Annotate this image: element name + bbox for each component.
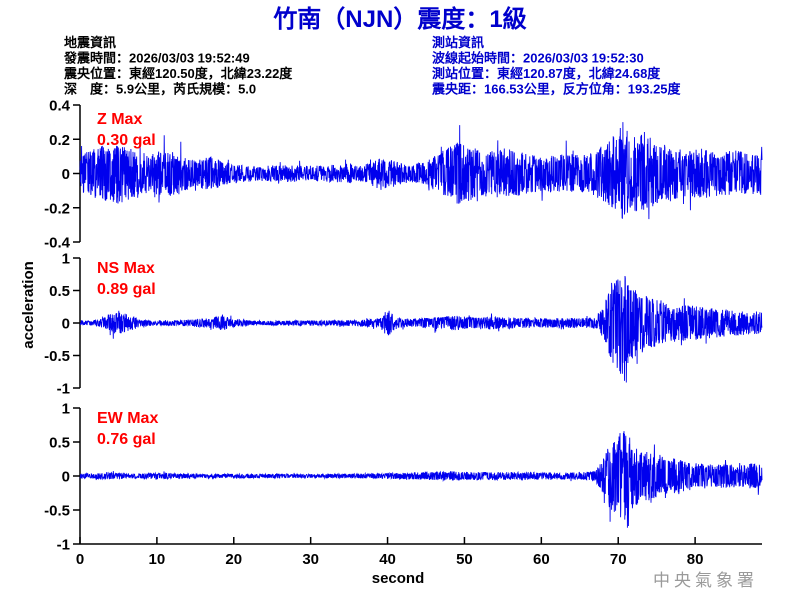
z-max-label: Z Max: [97, 111, 142, 128]
station-record-start: 波線起始時間：2026/03/03 19:52:30: [432, 51, 644, 66]
x-tick-label: 60: [533, 551, 550, 568]
y-tick-label: -0.4: [44, 235, 71, 252]
station-info-heading: 測站資訊: [432, 35, 484, 50]
y-tick-label: -1: [57, 537, 70, 554]
station-info-block: 測站資訊 波線起始時間：2026/03/03 19:52:30 測站位置：東經1…: [431, 35, 682, 97]
ns-max-value: 0.89 gal: [97, 281, 156, 298]
y-tick-label: 0.5: [49, 435, 70, 452]
waveform-ew: [79, 431, 763, 528]
station-distance-azimuth: 震央距：166.53公里，反方位角：193.25度: [431, 82, 682, 97]
ew-max-label: EW Max: [97, 410, 158, 427]
earthquake-info-heading: 地震資訊: [64, 35, 116, 50]
earthquake-info-block: 地震資訊 發震時間：2026/03/03 19:52:49 震央位置：東經120…: [63, 35, 293, 97]
x-tick-label: 80: [687, 551, 704, 568]
y-tick-label: 0: [62, 166, 70, 183]
y-tick-label: 0: [62, 469, 70, 486]
y-tick-label: 0.4: [49, 98, 71, 115]
earthquake-depth-magnitude: 深 度：5.9公里，芮氏規模：5.0: [64, 82, 256, 97]
y-axis-label: acceleration: [20, 261, 37, 349]
z-max-value: 0.30 gal: [97, 132, 156, 149]
max-labels: Z Max 0.30 gal NS Max 0.89 gal EW Max 0.…: [97, 111, 158, 448]
x-axis-label: second: [372, 570, 425, 587]
earthquake-epicenter: 震央位置：東經120.50度，北緯23.22度: [63, 66, 293, 81]
watermark-agency: 中央氣象署: [653, 571, 758, 590]
earthquake-origin-time: 發震時間：2026/03/03 19:52:49: [63, 51, 250, 66]
y-tick-label: 0.5: [49, 283, 70, 300]
y-tick-label: -0.2: [44, 200, 70, 217]
x-tick-label: 30: [302, 551, 319, 568]
ns-max-label: NS Max: [97, 260, 155, 277]
station-location: 測站位置：東經120.87度，北緯24.68度: [432, 66, 661, 81]
plot-layer: 0.40.20-0.2-0.410.50-0.5-110.50-0.5-10 10…: [44, 98, 763, 568]
x-tick-label: 70: [610, 551, 627, 568]
y-tick-label: 0: [62, 316, 70, 333]
page-title: 竹南（NJN）震度：1級: [272, 5, 526, 33]
y-tick-label: -0.5: [44, 503, 70, 520]
ew-max-value: 0.76 gal: [97, 431, 156, 448]
x-tick-label: 10: [149, 551, 166, 568]
waveform-ns: [79, 275, 763, 383]
x-tick-label: 50: [456, 551, 473, 568]
x-tick-label: 40: [379, 551, 396, 568]
y-tick-label: 1: [62, 251, 70, 268]
waveform-z: [79, 122, 763, 220]
x-tick-label: 0: [76, 551, 84, 568]
y-tick-label: 1: [62, 401, 70, 418]
y-tick-label: -0.5: [44, 348, 70, 365]
y-tick-label: 0.2: [49, 132, 70, 149]
x-tick-label: 20: [225, 551, 242, 568]
y-tick-label: -1: [57, 381, 70, 398]
